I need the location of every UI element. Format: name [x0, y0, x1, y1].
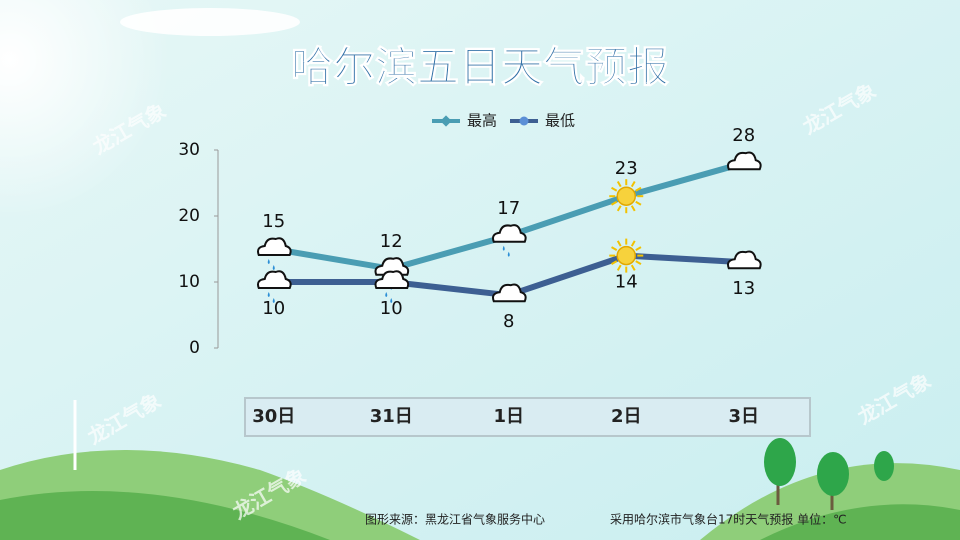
weather-icon — [492, 283, 527, 303]
data-label: 8 — [503, 311, 514, 332]
rain-drop — [502, 245, 505, 251]
cloud-icon — [727, 250, 762, 270]
y-tick-label: 20 — [178, 206, 200, 226]
data-label: 14 — [615, 272, 638, 293]
sun-glow — [0, 0, 170, 220]
cloud-icon — [257, 270, 292, 289]
rain-drop — [390, 298, 393, 303]
cloud-icon — [492, 283, 527, 303]
cloud-icon — [727, 151, 762, 171]
sun-ray — [630, 264, 636, 271]
chart-title: 哈尔滨五日天气预报 — [291, 43, 669, 92]
cloud-icon — [492, 224, 527, 243]
data-label: 13 — [732, 278, 755, 299]
legend-marker — [519, 116, 529, 126]
note: 采用哈尔滨市气象台17时天气预报 单位：℃ — [610, 512, 847, 527]
legend-label: 最低 — [545, 112, 575, 130]
x-tick-label: 31日 — [370, 406, 413, 427]
weather-icon — [727, 250, 762, 270]
sun-ray — [635, 260, 642, 265]
sun-ray — [616, 205, 622, 212]
rain-drop — [507, 251, 510, 257]
data-label: 15 — [262, 211, 285, 232]
sun-ray — [616, 180, 622, 188]
y-tick-label: 10 — [178, 272, 200, 292]
rain-drop — [267, 292, 270, 297]
sun-ray — [611, 200, 618, 206]
hill — [760, 504, 960, 540]
sun-ray — [616, 240, 622, 247]
rain-drop — [267, 259, 270, 264]
cloud-icon — [374, 270, 410, 289]
sun-ray — [611, 246, 618, 251]
x-tick-label: 2日 — [611, 406, 642, 427]
cloud-icon — [257, 237, 292, 256]
tree — [874, 451, 894, 481]
x-tick-label: 3日 — [728, 406, 759, 427]
tree — [764, 438, 796, 486]
tree — [817, 452, 849, 496]
sun-ray — [630, 240, 636, 247]
weather-icon — [257, 270, 292, 303]
legend-label: 最高 — [467, 112, 497, 130]
sun-ray — [630, 205, 636, 212]
sun-ray — [635, 246, 642, 251]
data-label: 12 — [380, 231, 403, 252]
sun-ray — [611, 186, 618, 192]
rain-drop — [272, 298, 275, 303]
x-tick-label: 30日 — [252, 406, 295, 427]
weather-icon — [374, 270, 410, 303]
rain-drop — [272, 265, 275, 270]
hill — [0, 491, 330, 540]
y-tick-label: 0 — [189, 338, 200, 358]
weather-icon — [257, 237, 292, 270]
weather-icon — [492, 224, 527, 257]
sun-icon — [616, 245, 636, 266]
sun-ray — [616, 264, 622, 271]
weather-icon — [609, 238, 644, 273]
cloud-icon — [374, 257, 410, 276]
sun-ray — [635, 186, 642, 192]
sun-ray — [630, 180, 636, 188]
category-strip — [244, 397, 811, 437]
data-label: 23 — [615, 158, 638, 179]
data-label: 10 — [380, 298, 403, 319]
data-label: 28 — [732, 125, 755, 146]
y-tick-label: 30 — [178, 140, 200, 160]
sun-ray — [611, 260, 618, 265]
weather-icon — [609, 179, 644, 214]
data-label: 17 — [497, 198, 520, 219]
sun-ray — [635, 200, 642, 206]
x-tick-label: 1日 — [493, 406, 524, 427]
cloud-decor — [120, 8, 300, 36]
sun-icon — [616, 186, 636, 206]
rain-drop — [385, 292, 388, 297]
data-label: 10 — [262, 298, 285, 319]
weather-icon — [727, 151, 762, 171]
source: 图形来源：黑龙江省气象服务中心 — [365, 512, 545, 527]
